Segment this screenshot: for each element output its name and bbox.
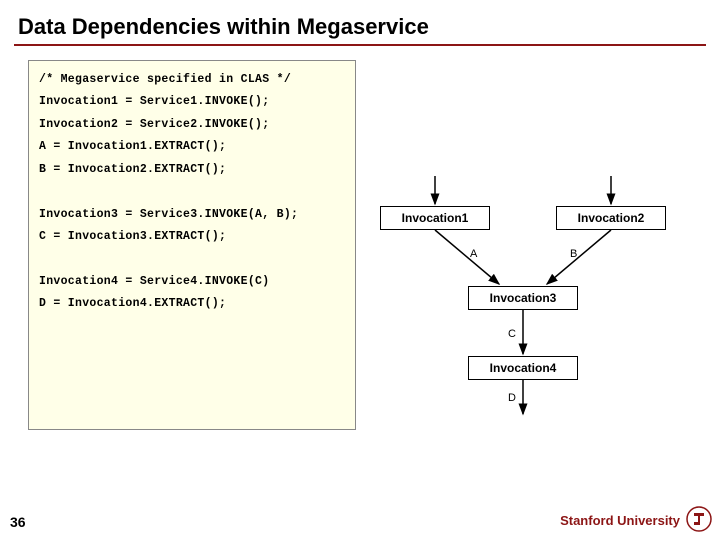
code-line: D = Invocation4.EXTRACT(); xyxy=(39,293,345,315)
code-line: C = Invocation3.EXTRACT(); xyxy=(39,226,345,248)
code-listing: /* Megaservice specified in CLAS */ Invo… xyxy=(28,60,356,430)
node-invocation4: Invocation4 xyxy=(468,356,578,380)
code-line: Invocation2 = Service2.INVOKE(); xyxy=(39,114,345,136)
node-invocation1: Invocation1 xyxy=(380,206,490,230)
code-line: B = Invocation2.EXTRACT(); xyxy=(39,159,345,181)
footer: 36 Stanford University xyxy=(0,504,720,530)
code-line: A = Invocation1.EXTRACT(); xyxy=(39,136,345,158)
edge-label-d: D xyxy=(508,392,516,404)
edge-label-b: B xyxy=(570,248,577,260)
code-line: Invocation3 = Service3.INVOKE(A, B); xyxy=(39,204,345,226)
code-line: Invocation4 = Service4.INVOKE(C) xyxy=(39,271,345,293)
code-line: Invocation1 = Service1.INVOKE(); xyxy=(39,91,345,113)
dependency-diagram: Invocation1 Invocation2 Invocation3 Invo… xyxy=(366,170,686,430)
code-line xyxy=(39,181,345,203)
stanford-logo-icon xyxy=(686,506,712,532)
code-line xyxy=(39,248,345,270)
code-line: /* Megaservice specified in CLAS */ xyxy=(39,69,345,91)
university-label: Stanford University xyxy=(560,513,680,528)
edge-label-a: A xyxy=(470,248,477,260)
edge-label-c: C xyxy=(508,328,516,340)
page-title: Data Dependencies within Megaservice xyxy=(0,0,720,44)
content-area: /* Megaservice specified in CLAS */ Invo… xyxy=(0,46,720,430)
node-invocation3: Invocation3 xyxy=(468,286,578,310)
node-invocation2: Invocation2 xyxy=(556,206,666,230)
page-number: 36 xyxy=(10,514,26,530)
